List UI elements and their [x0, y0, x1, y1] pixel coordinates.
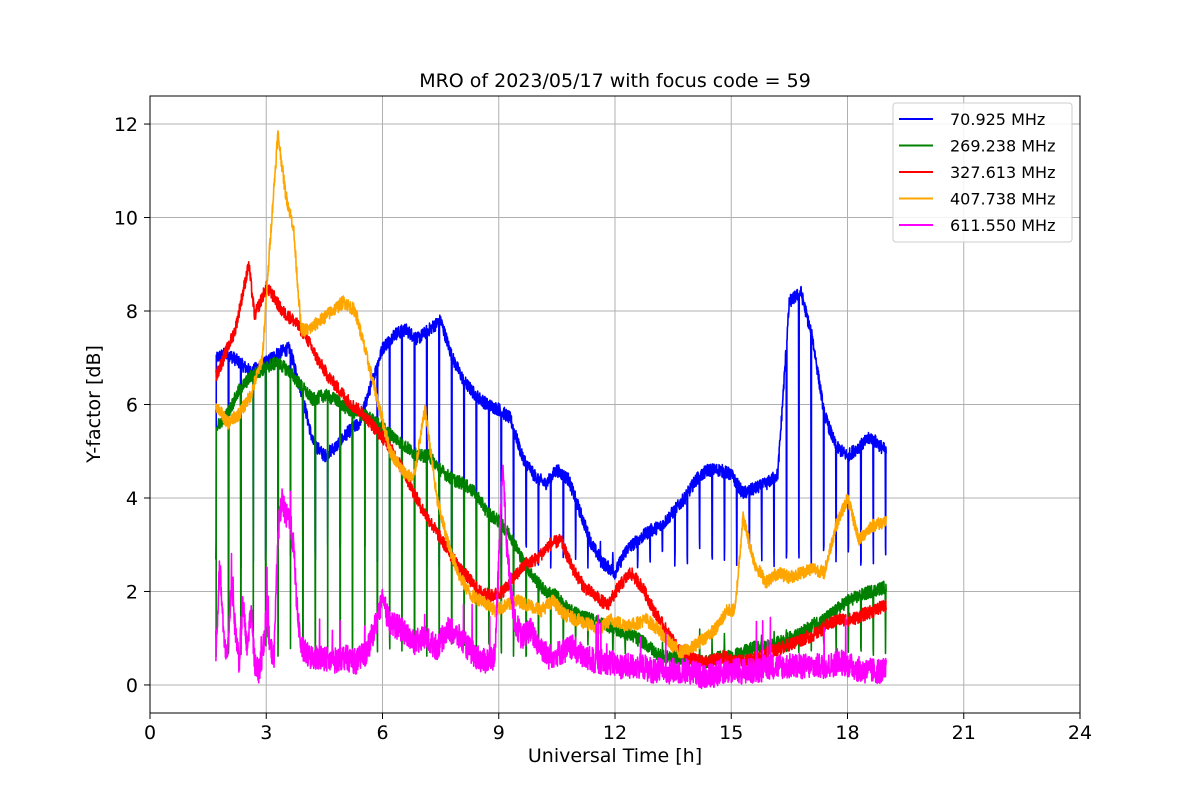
y-tick-label: 10: [114, 208, 138, 230]
y-tick-label: 0: [126, 675, 138, 697]
y-tick-label: 8: [126, 301, 138, 323]
series-line-327-613-mhz: [215, 260, 887, 669]
series-line-611-550-mhz: [215, 464, 887, 690]
x-tick-label: 6: [376, 722, 388, 744]
y-tick-label: 4: [126, 488, 138, 510]
x-axis-label: Universal Time [h]: [528, 745, 702, 767]
legend-label: 407.738 MHz: [950, 190, 1055, 209]
x-axis-ticks: 0 3 6 9 12 15 18 21 24: [144, 713, 1092, 744]
y-tick-label: 12: [114, 114, 138, 136]
x-tick-label: 24: [1068, 722, 1092, 744]
series-line-407-738-mhz: [215, 130, 887, 659]
y-axis-ticks: 0 2 4 6 8 10 12: [114, 114, 150, 697]
x-tick-label: 21: [952, 722, 976, 744]
legend-label: 70.925 MHz: [950, 110, 1045, 129]
y-tick-label: 6: [126, 395, 138, 417]
x-tick-label: 0: [144, 722, 156, 744]
x-tick-label: 3: [260, 722, 272, 744]
legend: 70.925 MHz 269.238 MHz 327.613 MHz 407.738 …: [892, 102, 1073, 243]
y-axis-label: Y-factor [dB]: [83, 345, 105, 464]
chart-title: MRO of 2023/05/17 with focus code = 59: [419, 70, 811, 92]
legend-box: [892, 102, 1073, 243]
x-tick-label: 9: [493, 722, 505, 744]
y-tick-label: 2: [126, 581, 138, 603]
legend-label: 269.238 MHz: [950, 137, 1055, 156]
legend-label: 611.550 MHz: [950, 216, 1055, 235]
legend-label: 327.613 MHz: [950, 163, 1055, 182]
x-tick-label: 15: [719, 722, 743, 744]
x-tick-label: 18: [835, 722, 859, 744]
series-lines: [215, 130, 887, 690]
x-tick-label: 12: [603, 722, 627, 744]
